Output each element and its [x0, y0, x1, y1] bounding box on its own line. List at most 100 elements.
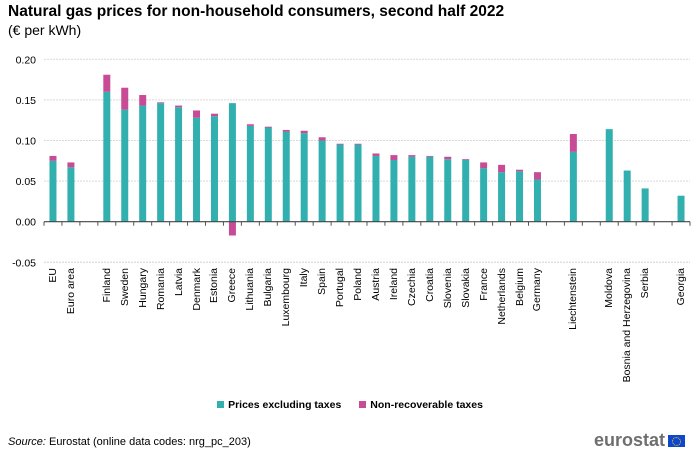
x-tick-label: France — [477, 268, 490, 301]
legend-swatch — [217, 401, 225, 408]
bar-price — [121, 109, 129, 222]
bar-tax — [372, 153, 380, 156]
x-tick-label: Liechtenstein — [567, 268, 580, 330]
bar-price — [336, 144, 344, 222]
bar-price — [516, 171, 524, 222]
y-tick-label: 0.00 — [16, 217, 37, 229]
bar-tax — [264, 126, 272, 128]
bar-price — [408, 156, 416, 222]
x-tick-label: Latvia — [172, 268, 185, 297]
y-tick-label: 0.10 — [16, 136, 37, 148]
x-tick-label: Italy — [298, 268, 311, 288]
bar-price — [498, 172, 506, 222]
bar-tax — [157, 102, 165, 104]
bar-price — [623, 170, 631, 222]
x-tick-label: Spain — [316, 268, 329, 295]
bar-price — [354, 144, 362, 222]
x-tick-label: Finland — [100, 268, 113, 303]
x-tick-label: EU — [46, 268, 59, 283]
x-tick-label: Croatia — [423, 268, 436, 302]
bar-price — [264, 127, 272, 222]
x-tick-label: Romania — [154, 268, 167, 311]
x-tick-label: Poland — [352, 268, 365, 301]
bar-tax — [444, 156, 452, 160]
x-tick-label: Sweden — [118, 268, 131, 306]
bar-tax — [480, 162, 488, 169]
bar-price — [677, 195, 685, 222]
legend-label: Prices excluding taxes — [228, 399, 342, 411]
x-tick-label: Serbia — [639, 268, 652, 299]
bar-tax — [390, 155, 398, 160]
bar-tax — [336, 143, 344, 145]
x-tick-label: Bulgaria — [262, 268, 275, 307]
bar-tax — [318, 137, 326, 141]
x-tick-label: Netherlands — [495, 268, 508, 325]
bar-tax — [462, 159, 470, 160]
bar-price — [157, 103, 165, 222]
y-tick-label: 0.15 — [16, 95, 37, 107]
eurostat-logo: eurostat — [594, 430, 686, 451]
x-tick-label: Lithuania — [244, 268, 257, 311]
bar-tax — [193, 110, 201, 118]
bar-tax — [175, 105, 183, 108]
bar-price — [569, 151, 577, 222]
legend-swatch — [359, 401, 367, 408]
bar-tax — [228, 221, 236, 236]
bar-price — [246, 125, 254, 222]
y-tick-label: 0.20 — [16, 54, 37, 66]
bar-price — [444, 159, 452, 222]
legend-label: Non-recoverable taxes — [370, 399, 483, 411]
bar-tax — [426, 155, 434, 157]
y-tick-label: -0.05 — [12, 257, 36, 269]
x-tick-label: Moldova — [603, 268, 616, 308]
bar-tax — [408, 155, 416, 157]
bar-price — [533, 179, 541, 222]
bar-price — [318, 140, 326, 222]
x-tick-label: Estonia — [208, 268, 221, 304]
x-tick-label: Denmark — [190, 268, 203, 311]
bar-price — [228, 103, 236, 222]
x-tick-label: Czechia — [405, 268, 418, 306]
eu-flag-icon — [668, 434, 686, 447]
legend-item-taxes: Non-recoverable taxes — [359, 399, 483, 411]
bar-price — [462, 159, 470, 222]
bar-price — [372, 155, 380, 222]
source-note: Source: Eurostat (online data codes: nrg… — [8, 436, 251, 448]
bar-tax — [121, 87, 129, 110]
bar-tax — [246, 124, 254, 126]
x-tick-label: Slovenia — [441, 268, 454, 309]
bar-tax — [49, 155, 57, 161]
bar-chart: 0.20 0.15 0.10 0.05 0.00 -0.05 — [12, 54, 691, 269]
bar-price — [193, 117, 201, 222]
x-tick-label: Bosnia and Herzegovina — [621, 268, 634, 383]
bar-tax — [103, 74, 111, 92]
bar-tax — [139, 95, 147, 106]
bar-price — [605, 129, 613, 222]
bar-price — [139, 105, 147, 222]
bar-tax — [210, 113, 218, 117]
x-tick-label: Austria — [369, 268, 382, 301]
legend: Prices excluding taxes Non-recoverable t… — [0, 399, 700, 411]
bar-tax — [354, 143, 362, 145]
chart-title: Natural gas prices for non-household con… — [8, 3, 505, 20]
y-tick-label: 0.05 — [16, 176, 37, 188]
bar-price — [480, 168, 488, 222]
x-tick-label: Georgia — [675, 268, 688, 306]
bar-tax — [569, 134, 577, 152]
bar-tax — [282, 129, 290, 132]
x-tick-label: Greece — [226, 268, 239, 303]
legend-item-prices: Prices excluding taxes — [217, 399, 341, 411]
bar-tax — [67, 162, 75, 168]
bar-tax — [533, 172, 541, 180]
x-tick-label: Euro area — [64, 268, 77, 315]
bar-price — [175, 107, 183, 222]
bar-price — [49, 160, 57, 222]
bar-tax — [498, 164, 506, 173]
logo-text: eurostat — [594, 430, 666, 450]
bar-price — [67, 167, 75, 222]
bar-tax — [300, 130, 308, 134]
x-tick-label: Hungary — [136, 268, 149, 308]
chart-subtitle: (€ per kWh) — [8, 22, 82, 38]
bar-price — [103, 91, 111, 222]
x-tick-label: Ireland — [387, 268, 400, 301]
